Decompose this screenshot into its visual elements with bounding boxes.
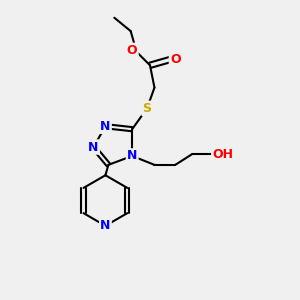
Text: S: S xyxy=(142,102,152,115)
Text: O: O xyxy=(127,44,137,57)
Text: N: N xyxy=(100,219,111,232)
Text: N: N xyxy=(88,140,99,154)
Text: O: O xyxy=(170,53,181,66)
Text: N: N xyxy=(127,149,137,162)
Text: N: N xyxy=(100,120,111,133)
Text: OH: OH xyxy=(212,148,233,161)
